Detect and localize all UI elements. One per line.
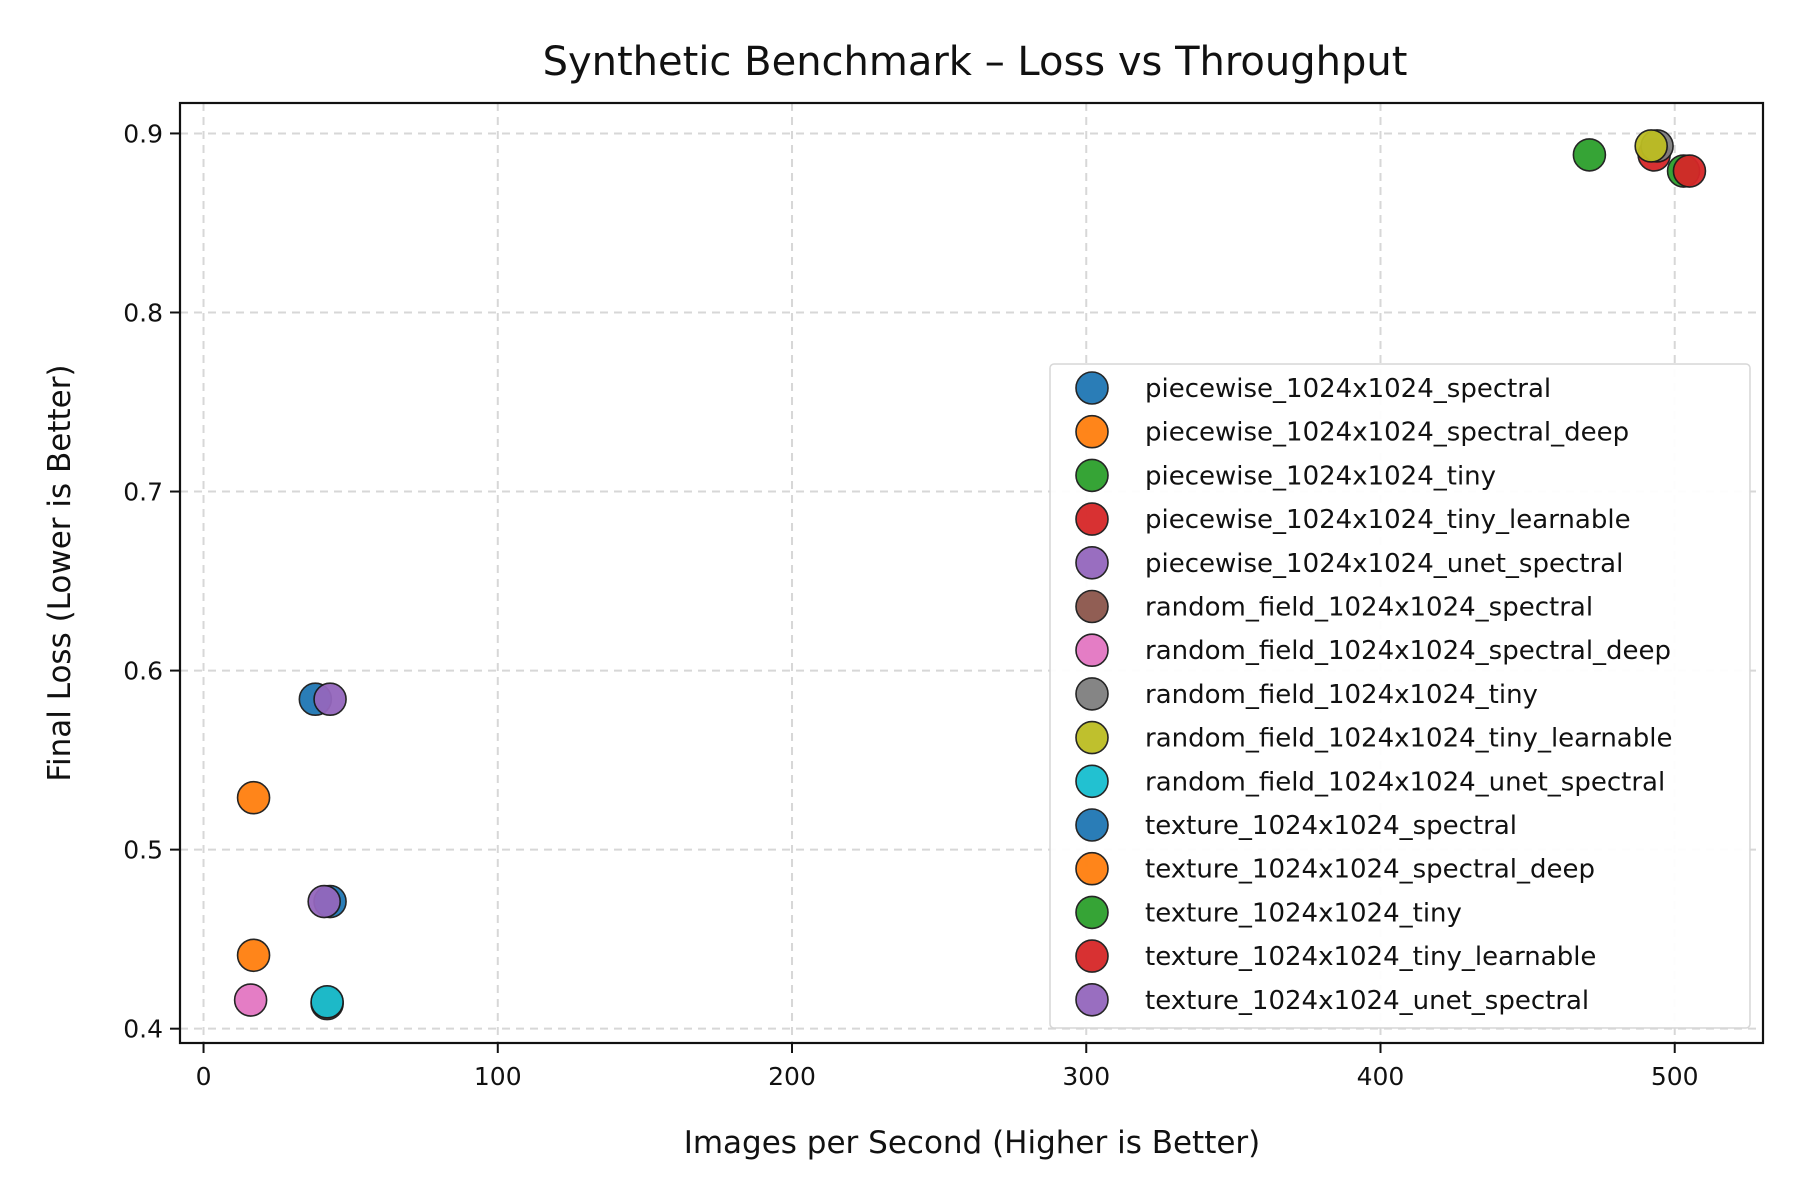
points-layer <box>233 129 1707 1021</box>
point-texture_1024x1024_tiny_learnable-0 <box>1672 154 1707 188</box>
legend-label-texture_1024x1024_unet_spectral: texture_1024x1024_unet_spectral <box>1145 986 1589 1016</box>
legend-marker-texture_1024x1024_tiny_learnable <box>1075 939 1109 973</box>
legend-item-random_field_1024x1024_tiny: random_field_1024x1024_tiny <box>1075 677 1538 711</box>
legend-marker-random_field_1024x1024_spectral <box>1075 589 1109 624</box>
legend-label-texture_1024x1024_tiny: texture_1024x1024_tiny <box>1145 898 1462 928</box>
y-tick-label-3: 0.7 <box>123 478 163 507</box>
y-tick-label-0: 0.4 <box>123 1015 163 1044</box>
y-tick-label-5: 0.9 <box>123 119 163 148</box>
legend-item-piecewise_1024x1024_tiny_learnable: piecewise_1024x1024_tiny_learnable <box>1075 502 1631 536</box>
legend-marker-random_field_1024x1024_spectral_deep <box>1075 633 1109 668</box>
legend-marker-texture_1024x1024_spectral_deep <box>1075 851 1109 886</box>
legend-frame <box>1049 363 1751 1029</box>
point-piecewise_1024x1024_tiny-0 <box>1572 138 1607 172</box>
legend-marker-piecewise_1024x1024_spectral_deep <box>1075 414 1109 449</box>
point-piecewise_1024x1024_spectral_deep-0 <box>236 780 271 815</box>
chart-title: Synthetic Benchmark – Loss vs Throughput <box>543 39 1408 85</box>
legend-item-texture_1024x1024_spectral: texture_1024x1024_spectral <box>1075 808 1517 842</box>
legend-label-piecewise_1024x1024_tiny_learnable: piecewise_1024x1024_tiny_learnable <box>1145 505 1631 535</box>
y-tick-label-2: 0.6 <box>123 657 163 686</box>
legend-marker-texture_1024x1024_unet_spectral <box>1075 982 1109 1017</box>
point-random_field_1024x1024_unet_spectral-0 <box>310 985 344 1019</box>
point-texture_1024x1024_spectral_deep-0 <box>236 938 271 973</box>
legend-label-texture_1024x1024_spectral: texture_1024x1024_spectral <box>1145 811 1517 841</box>
legend: piecewise_1024x1024_spectral piecewise_10… <box>1049 363 1751 1029</box>
y-axis-label: Final Loss (Lower is Better) <box>42 364 78 781</box>
legend-marker-random_field_1024x1024_tiny_learnable <box>1075 720 1109 755</box>
legend-label-piecewise_1024x1024_spectral: piecewise_1024x1024_spectral <box>1145 374 1551 404</box>
legend-marker-random_field_1024x1024_unet_spectral <box>1075 764 1109 799</box>
legend-label-random_field_1024x1024_tiny_learnable: random_field_1024x1024_tiny_learnable <box>1145 724 1672 754</box>
legend-label-random_field_1024x1024_unet_spectral: random_field_1024x1024_unet_spectral <box>1145 767 1665 797</box>
legend-label-random_field_1024x1024_spectral_deep: random_field_1024x1024_spectral_deep <box>1145 636 1671 666</box>
legend-label-texture_1024x1024_tiny_learnable: texture_1024x1024_tiny_learnable <box>1145 942 1596 972</box>
legend-item-random_field_1024x1024_unet_spectral: random_field_1024x1024_unet_spectral <box>1075 764 1665 799</box>
legend-item-texture_1024x1024_tiny: texture_1024x1024_tiny <box>1075 895 1462 930</box>
legend-marker-texture_1024x1024_spectral <box>1075 808 1109 842</box>
x-tick-label-5: 500 <box>1651 1062 1699 1091</box>
x-tick-label-2: 200 <box>768 1062 816 1091</box>
legend-marker-piecewise_1024x1024_spectral <box>1075 371 1109 405</box>
ticks-layer: 0 100 200 300 400 500 0.4 0.5 0.6 0.7 0.8 0.9 <box>123 119 1698 1091</box>
point-piecewise_1024x1024_unet_spectral-0 <box>313 682 347 717</box>
legend-item-random_field_1024x1024_tiny_learnable: random_field_1024x1024_tiny_learnable <box>1075 720 1672 755</box>
plot-frame <box>178 101 1765 1045</box>
x-axis-label: Images per Second (Higher is Better) <box>684 1125 1261 1161</box>
legend-marker-texture_1024x1024_tiny <box>1075 895 1109 930</box>
x-tick-label-1: 100 <box>474 1062 522 1091</box>
point-random_field_1024x1024_spectral_deep-0 <box>233 983 268 1017</box>
legend-marker-piecewise_1024x1024_unet_spectral <box>1075 545 1109 580</box>
x-tick-label-4: 400 <box>1357 1062 1405 1091</box>
y-tick-label-4: 0.8 <box>123 298 163 327</box>
legend-label-piecewise_1024x1024_tiny: piecewise_1024x1024_tiny <box>1145 461 1496 491</box>
legend-item-texture_1024x1024_unet_spectral: texture_1024x1024_unet_spectral <box>1075 982 1589 1017</box>
legend-marker-random_field_1024x1024_tiny <box>1075 677 1109 711</box>
legend-item-texture_1024x1024_tiny_learnable: texture_1024x1024_tiny_learnable <box>1075 939 1596 973</box>
legend-label-texture_1024x1024_spectral_deep: texture_1024x1024_spectral_deep <box>1145 855 1595 885</box>
point-random_field_1024x1024_tiny_learnable-0 <box>1634 129 1668 163</box>
legend-item-piecewise_1024x1024_tiny: piecewise_1024x1024_tiny <box>1075 458 1496 493</box>
legend-label-piecewise_1024x1024_unet_spectral: piecewise_1024x1024_unet_spectral <box>1145 549 1623 579</box>
legend-item-random_field_1024x1024_spectral_deep: random_field_1024x1024_spectral_deep <box>1075 633 1671 668</box>
legend-item-random_field_1024x1024_spectral: random_field_1024x1024_spectral <box>1075 589 1593 624</box>
legend-label-random_field_1024x1024_tiny: random_field_1024x1024_tiny <box>1145 680 1538 710</box>
y-tick-label-1: 0.5 <box>123 836 163 865</box>
legend-marker-piecewise_1024x1024_tiny <box>1075 458 1109 493</box>
legend-marker-piecewise_1024x1024_tiny_learnable <box>1075 502 1109 536</box>
legend-item-piecewise_1024x1024_spectral: piecewise_1024x1024_spectral <box>1075 371 1551 405</box>
point-texture_1024x1024_unet_spectral-0 <box>307 884 341 919</box>
legend-item-piecewise_1024x1024_spectral_deep: piecewise_1024x1024_spectral_deep <box>1075 414 1629 449</box>
legend-label-piecewise_1024x1024_spectral_deep: piecewise_1024x1024_spectral_deep <box>1145 418 1629 448</box>
x-tick-label-0: 0 <box>196 1062 212 1091</box>
x-tick-label-3: 300 <box>1062 1062 1110 1091</box>
legend-label-random_field_1024x1024_spectral: random_field_1024x1024_spectral <box>1145 593 1593 623</box>
legend-item-texture_1024x1024_spectral_deep: texture_1024x1024_spectral_deep <box>1075 851 1595 886</box>
legend-item-piecewise_1024x1024_unet_spectral: piecewise_1024x1024_unet_spectral <box>1075 545 1623 580</box>
